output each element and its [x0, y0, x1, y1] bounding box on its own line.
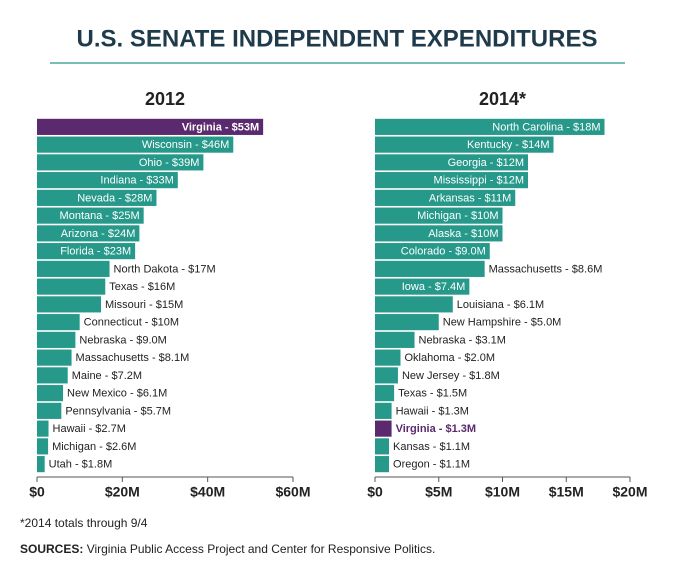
bar-label: Mississippi - $12M	[434, 175, 524, 187]
bar-label: Montana - $25M	[60, 210, 140, 222]
bar	[375, 296, 453, 313]
bar-label: Louisiana - $6.1M	[457, 299, 544, 311]
bar	[37, 260, 110, 277]
bar	[37, 189, 157, 206]
bar	[37, 367, 68, 384]
bar	[37, 172, 178, 189]
bar	[37, 314, 80, 331]
bar	[375, 225, 503, 242]
bar-label: Michigan - $10M	[417, 210, 498, 222]
bar	[375, 367, 398, 384]
bar-label: Ohio - $39M	[139, 157, 200, 169]
bar-label: Massachusetts - $8.1M	[76, 352, 190, 364]
bar	[375, 420, 392, 437]
bar-label: New Hampshire - $5.0M	[443, 317, 562, 329]
bar	[375, 154, 528, 171]
bar-label: Texas - $16M	[109, 281, 175, 293]
bar	[37, 207, 144, 224]
bar-label: Oklahoma - $2.0M	[405, 352, 495, 364]
bar-label: North Dakota - $17M	[114, 263, 216, 275]
bar	[37, 385, 64, 402]
bar	[37, 136, 234, 153]
bar	[37, 349, 72, 366]
bar-label: Connecticut - $10M	[84, 317, 179, 329]
bar-label: Nebraska - $3.1M	[419, 334, 506, 346]
sources-text: Virginia Public Access Project and Cente…	[87, 542, 436, 556]
bar-label: Iowa - $7.4M	[402, 281, 466, 293]
panel-title: 2014*	[479, 89, 526, 109]
bar-label: Indiana - $33M	[100, 175, 173, 187]
bar-label: Maine - $7.2M	[72, 370, 142, 382]
bar-label: North Carolina - $18M	[492, 121, 600, 133]
x-tick-label: $20M	[612, 484, 647, 500]
footnote: *2014 totals through 9/4	[20, 516, 148, 530]
bar	[375, 207, 503, 224]
bar	[37, 118, 264, 135]
bar	[37, 438, 49, 455]
x-tick-label: $10M	[485, 484, 520, 500]
bar	[375, 349, 401, 366]
bar-label: Michigan - $2.6M	[52, 441, 136, 453]
bar-label: Hawaii - $2.7M	[53, 423, 126, 435]
bar-label: Massachusetts - $8.6M	[489, 263, 603, 275]
x-tick-label: $20M	[105, 484, 140, 500]
bar-label: Virginia - $53M	[182, 121, 259, 133]
bar	[37, 420, 49, 437]
bar	[375, 260, 485, 277]
bar-label: Hawaii - $1.3M	[396, 405, 469, 417]
bar-label: Missouri - $15M	[105, 299, 183, 311]
bar	[375, 314, 439, 331]
sources: SOURCES: Virginia Public Access Project …	[20, 542, 435, 556]
bar-label: Arkansas - $11M	[429, 192, 511, 204]
x-tick-label: $0	[29, 484, 45, 500]
x-tick-label: $40M	[190, 484, 225, 500]
bar-label: New Mexico - $6.1M	[67, 388, 167, 400]
bar-label: Nebraska - $9.0M	[79, 334, 166, 346]
bar	[37, 331, 76, 348]
bar-label: Kansas - $1.1M	[393, 441, 470, 453]
bar	[37, 243, 136, 260]
bar	[375, 172, 528, 189]
bar-label: Oregon - $1.1M	[393, 459, 470, 471]
bar	[375, 136, 554, 153]
bar-label: Pennsylvania - $5.7M	[65, 405, 171, 417]
bar	[375, 385, 395, 402]
bar-label: Colorado - $9.0M	[401, 246, 486, 258]
x-tick-label: $5M	[425, 484, 452, 500]
bar-label: Wisconsin - $46M	[142, 139, 229, 151]
x-tick-label: $0	[367, 484, 383, 500]
bar	[375, 118, 605, 135]
x-tick-label: $60M	[275, 484, 310, 500]
bar	[375, 243, 490, 260]
panel-title: 2012	[145, 89, 185, 109]
bar-label: New Jersey - $1.8M	[402, 370, 500, 382]
page-title: U.S. SENATE INDEPENDENT EXPENDITURES	[77, 25, 598, 52]
bar	[375, 331, 415, 348]
bar	[37, 456, 45, 473]
bar-label: Alaska - $10M	[428, 228, 498, 240]
bar	[375, 438, 390, 455]
bar	[375, 456, 390, 473]
bar	[375, 278, 470, 295]
bar	[37, 402, 62, 419]
bar-label: Utah - $1.8M	[49, 459, 113, 471]
x-tick-label: $15M	[549, 484, 584, 500]
bar-label: Texas - $1.5M	[398, 388, 467, 400]
bar-label: Kentucky - $14M	[467, 139, 550, 151]
bar	[37, 154, 204, 171]
bar	[37, 225, 140, 242]
sources-label: SOURCES:	[20, 542, 83, 556]
bar-label: Virginia - $1.3M	[396, 423, 477, 435]
bar	[37, 278, 106, 295]
bar	[37, 296, 101, 313]
bar-label: Nevada - $28M	[77, 192, 152, 204]
bar	[375, 189, 516, 206]
bar-label: Florida - $23M	[60, 246, 131, 258]
bar-label: Arizona - $24M	[61, 228, 136, 240]
bar	[375, 402, 392, 419]
bar-label: Georgia - $12M	[448, 157, 524, 169]
